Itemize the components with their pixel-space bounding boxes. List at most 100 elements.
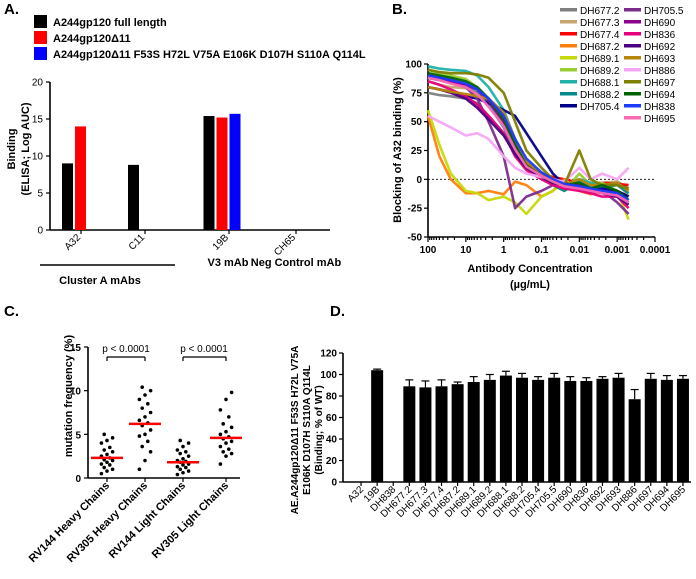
bar-dh694: [660, 379, 673, 482]
panel-b-x-tick-label: 100: [420, 245, 437, 256]
panel-b-y-tick-label: -25: [408, 204, 423, 215]
v3-label: V3 mAb: [208, 257, 249, 269]
point-rv305-light-chains: [224, 429, 228, 434]
bar-dh688-1: [499, 375, 512, 482]
point-rv144-light-chains: [181, 444, 185, 449]
panel-a-y-tick-label: 10: [32, 152, 44, 163]
point-rv144-heavy-chains: [102, 465, 106, 470]
bar-dh697: [644, 378, 657, 482]
point-rv305-light-chains: [227, 447, 231, 451]
legend-swatch-dh838: [624, 104, 641, 108]
legend-swatch-dh690: [624, 20, 641, 24]
legend-swatch-dh705-4: [560, 104, 577, 108]
point-rv305-heavy-chains: [143, 415, 147, 419]
point-rv305-heavy-chains: [146, 401, 150, 406]
legend-label-full-length: A244gp120 full length: [53, 17, 167, 29]
bar-dh677-4: [435, 386, 448, 482]
bar-dh690: [564, 380, 577, 482]
legend-label-dh689-2: DH689.2: [580, 66, 620, 77]
point-rv144-light-chains: [184, 465, 188, 470]
panel-b-y-tick-label: -50: [408, 233, 423, 244]
bar-dh705-4: [532, 379, 545, 482]
p-value-1: p < 0.0001: [102, 344, 150, 355]
bar-dh836: [580, 380, 593, 482]
panel-c-y-tick-label: 15: [70, 343, 82, 354]
panel-b-x-tick-label: 1: [501, 245, 507, 256]
point-rv144-heavy-chains: [105, 469, 109, 473]
legend-swatch-dh836: [624, 32, 641, 36]
point-rv305-heavy-chains: [140, 406, 144, 410]
panel-d-y-tick-label: 20: [326, 456, 338, 467]
point-rv144-heavy-chains: [102, 448, 106, 452]
point-rv305-light-chains: [229, 390, 234, 395]
panel-a-y-tick-label: 15: [32, 115, 44, 126]
legend-label-dh689-1: DH689.1: [580, 54, 620, 65]
bar-a32-full-length: [62, 163, 73, 230]
point-rv305-light-chains: [218, 462, 223, 466]
point-rv305-light-chains: [229, 425, 234, 430]
point-rv144-light-chains: [175, 448, 180, 452]
panel-d-ylabel-2: E106K D107H S110A Q114L: [302, 365, 313, 495]
panel-a-axes: 0 5 10 15 20: [32, 78, 330, 237]
point-rv305-heavy-chains: [137, 434, 142, 438]
panel-b-x-tick-label: 0.1: [535, 245, 549, 256]
panel-d-bars: [371, 368, 689, 482]
point-rv305-heavy-chains: [140, 444, 144, 449]
category-label-ch65: CH65: [272, 232, 298, 258]
panel-c-axes: 0 5 10 15: [70, 343, 240, 485]
legend-swatch-dh687-2: [560, 44, 577, 48]
panel-c-points: [91, 385, 242, 477]
legend-label-dh677-4: DH677.4: [580, 30, 620, 41]
point-rv305-light-chains: [224, 441, 228, 445]
point-rv305-heavy-chains: [148, 428, 153, 432]
point-rv144-heavy-chains: [110, 467, 115, 472]
line-dh693: [427, 85, 630, 192]
panel-b-y-tick-label: 75: [411, 88, 423, 99]
cluster-label: Cluster A mAbs: [59, 275, 141, 287]
legend-label-dh688-1: DH688.1: [580, 78, 620, 89]
legend-swatch-dh677-3: [560, 20, 577, 24]
point-rv305-heavy-chains: [143, 458, 147, 463]
category-label-19b: 19B: [211, 232, 232, 253]
line-dh886: [427, 114, 630, 183]
panel-d-ylabel-1: AE.A244gp120Δ11 F53S H72L V75A: [290, 346, 301, 515]
line-dh697: [427, 68, 629, 190]
panel-c-y-tick-label: 10: [70, 387, 82, 398]
bar-dh688-2: [516, 377, 528, 482]
point-rv305-heavy-chains: [146, 439, 150, 444]
point-rv144-heavy-chains: [110, 458, 115, 463]
legend-swatch-dh689-2: [560, 68, 577, 72]
point-rv144-heavy-chains: [110, 436, 115, 440]
point-rv144-heavy-chains: [99, 471, 104, 476]
point-rv305-light-chains: [221, 450, 225, 454]
panel-d-ylabel-3: (Binding; % of WT): [314, 385, 325, 474]
point-rv305-light-chains: [218, 444, 223, 449]
point-rv305-light-chains: [221, 422, 225, 426]
point-rv305-light-chains: [229, 451, 234, 456]
point-rv305-light-chains: [227, 415, 231, 419]
legend-label-dh677-3: DH677.3: [580, 18, 620, 29]
bar-dh687-2: [451, 384, 464, 482]
bar-dh689-1: [467, 382, 480, 482]
panel-b-xlabel-2: (µg/mL): [510, 279, 550, 291]
panel-d-y-tick-label: 80: [326, 392, 338, 403]
point-rv144-heavy-chains: [105, 460, 109, 465]
point-rv305-light-chains: [229, 439, 234, 444]
point-rv305-heavy-chains: [137, 418, 142, 423]
panel-b-x-tick-label: 10: [460, 245, 472, 256]
category-label-c11: C11: [127, 232, 148, 253]
panel-c-y-tick-label: 5: [75, 430, 81, 441]
p-value-bracket-heavy: p < 0.0001: [102, 344, 150, 361]
bar-a32-delta11: [75, 126, 86, 230]
point-rv305-heavy-chains: [140, 385, 144, 389]
point-rv144-light-chains: [178, 467, 182, 472]
p-value-2: p < 0.0001: [180, 344, 228, 355]
panel-b-label: B.: [392, 1, 407, 18]
point-rv144-heavy-chains: [108, 445, 112, 450]
point-rv144-light-chains: [178, 438, 182, 443]
point-rv144-heavy-chains: [102, 432, 106, 437]
legend-label-dh688-2: DH688.2: [580, 90, 620, 101]
panel-a-ylabel-2: (ELISA; Log AUC): [20, 102, 32, 195]
panel-b-y-tick-label: 50: [411, 117, 423, 128]
legend-swatch-dh697: [624, 80, 641, 84]
